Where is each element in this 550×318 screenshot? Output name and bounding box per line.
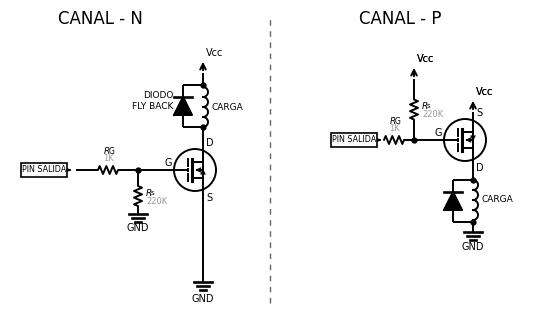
Text: G: G	[434, 128, 442, 138]
Text: 220K: 220K	[422, 110, 443, 119]
FancyBboxPatch shape	[331, 133, 377, 147]
Text: DIODO
FLY BACK: DIODO FLY BACK	[131, 91, 173, 111]
Text: s: s	[427, 103, 431, 109]
Polygon shape	[444, 192, 462, 210]
Text: PIN SALIDA: PIN SALIDA	[332, 135, 376, 144]
Text: 220K: 220K	[146, 197, 167, 205]
Text: R: R	[390, 117, 396, 126]
Text: R: R	[422, 102, 428, 111]
Text: 1K: 1K	[389, 124, 399, 133]
Text: CANAL - P: CANAL - P	[359, 10, 441, 28]
Polygon shape	[174, 97, 192, 115]
Text: Vcc: Vcc	[206, 48, 223, 58]
Text: R: R	[104, 147, 110, 156]
Text: CARGA: CARGA	[211, 102, 243, 112]
Text: Vcc: Vcc	[417, 54, 434, 64]
Text: GND: GND	[192, 294, 214, 304]
Text: s: s	[151, 190, 155, 196]
Text: GND: GND	[126, 223, 149, 233]
Text: R: R	[146, 189, 152, 197]
Text: D: D	[206, 138, 213, 148]
Text: G: G	[395, 117, 401, 126]
Text: CANAL - N: CANAL - N	[58, 10, 142, 28]
Text: Vcc: Vcc	[417, 54, 434, 64]
Text: S: S	[206, 193, 212, 203]
Text: G: G	[109, 147, 115, 156]
FancyBboxPatch shape	[21, 163, 67, 177]
Text: S: S	[476, 108, 482, 118]
Text: Vcc: Vcc	[476, 87, 493, 97]
Text: D: D	[476, 163, 483, 173]
Text: Vcc: Vcc	[476, 87, 493, 97]
Text: CARGA: CARGA	[481, 196, 513, 204]
Text: PIN SALIDA: PIN SALIDA	[22, 165, 66, 175]
Text: 1K: 1K	[103, 154, 113, 163]
Text: GND: GND	[462, 242, 484, 252]
Text: G: G	[164, 158, 172, 168]
